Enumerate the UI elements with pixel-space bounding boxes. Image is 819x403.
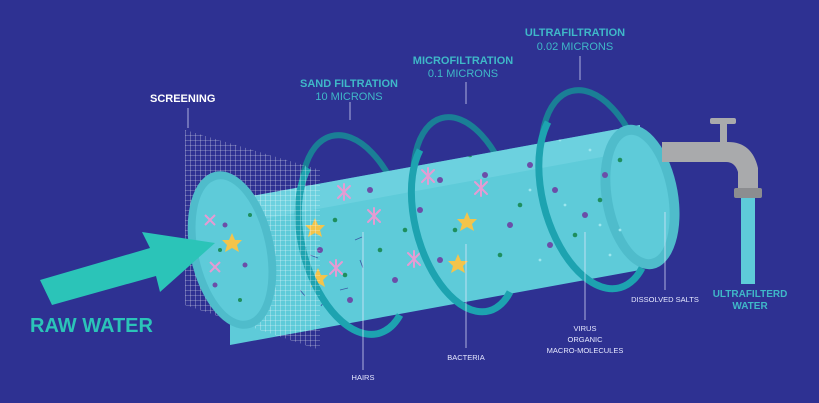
removes-label-screening: HAIRS (352, 373, 375, 382)
stage-title-ultra: ULTRAFILTRATION (525, 27, 625, 39)
removes-label-micro: BACTERIA (447, 353, 485, 362)
stage-subtitle-sand: 10 MICRONS (315, 91, 382, 103)
removes-label-ultra-2: ORGANIC (567, 335, 603, 344)
arrow-icon (40, 232, 215, 305)
output-label-line2: WATER (732, 301, 768, 312)
raw-water-label: RAW WATER (30, 315, 154, 337)
tube-inlet-face (187, 171, 277, 329)
dissolved-salts-label: DISSOLVED SALTS (631, 295, 699, 304)
pointer-lines (187, 56, 666, 370)
output-label-line1: ULTRAFILTERD (713, 289, 788, 300)
stage-subtitle-ultra: 0.02 MICRONS (537, 41, 613, 53)
removes-label-ultra-3: MACRO-MOLECULES (547, 346, 624, 355)
stage-subtitle-micro: 0.1 MICRONS (428, 68, 498, 80)
removes-label-ultra-1: VIRUS (574, 324, 597, 333)
stage-title-micro: MICROFILTRATION (413, 55, 513, 67)
stage-title-sand: SAND FILTRATION (300, 78, 398, 90)
stage-title-screening: SCREENING (150, 93, 215, 105)
faucet-icon (662, 118, 762, 284)
